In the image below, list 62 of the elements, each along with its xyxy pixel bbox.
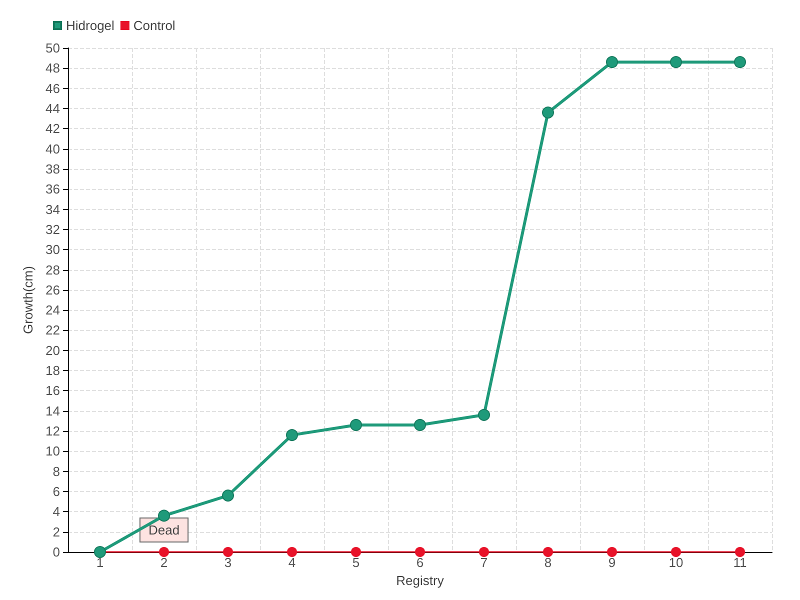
y-tick-label: 38 <box>46 161 60 176</box>
x-tick-label: 2 <box>160 555 168 570</box>
point <box>670 56 682 68</box>
point <box>351 547 361 557</box>
y-tick-label: 2 <box>52 524 60 540</box>
y-tick-label: 50 <box>46 40 60 56</box>
y-axis-title: Growth(cm) <box>20 266 36 334</box>
point <box>606 56 618 68</box>
y-tick-label: 30 <box>46 242 60 258</box>
y-tick-label: 24 <box>46 302 60 318</box>
x-tick-label: 5 <box>352 555 360 570</box>
point <box>350 418 362 431</box>
y-tick-label: 42 <box>46 121 60 136</box>
point <box>159 547 169 557</box>
legend-label: Control <box>133 18 176 33</box>
x-tick-label: 6 <box>416 555 424 570</box>
y-tick-label: 8 <box>52 464 60 479</box>
y-tick-label: 26 <box>46 282 60 298</box>
y-tick-label: 28 <box>46 262 60 278</box>
point <box>543 547 553 557</box>
y-tick-label: 32 <box>46 222 60 237</box>
point <box>734 56 746 68</box>
point <box>478 408 490 421</box>
y-tick-label: 14 <box>46 403 60 418</box>
y-tick-label: 36 <box>46 182 60 197</box>
y-tick-label: 40 <box>46 141 60 156</box>
x-tick-label: 4 <box>288 555 296 570</box>
point <box>415 547 425 557</box>
y-tick-label: 16 <box>46 383 60 398</box>
x-axis-title: Registry <box>396 572 444 588</box>
point <box>414 418 426 431</box>
point <box>735 547 745 557</box>
point <box>671 547 681 557</box>
y-tick-label: 18 <box>46 363 60 378</box>
x-tick-label: 9 <box>608 555 616 570</box>
point <box>479 547 489 557</box>
y-tick-label: 22 <box>46 322 60 338</box>
point <box>542 106 554 119</box>
annotation: Dead <box>148 522 180 538</box>
point <box>158 510 170 522</box>
point <box>222 490 234 502</box>
y-tick-label: 48 <box>46 60 60 76</box>
x-tick-label: 3 <box>224 555 232 570</box>
x-tick-label: 1 <box>96 555 104 570</box>
y-tick-label: 20 <box>46 342 60 358</box>
y-tick-label: 10 <box>46 444 60 459</box>
legend-label: Hidrogel <box>66 18 115 33</box>
x-tick-label: 8 <box>544 555 552 570</box>
point <box>286 429 298 442</box>
x-tick-label: 10 <box>668 555 684 570</box>
point <box>223 547 233 557</box>
point <box>287 547 297 557</box>
x-tick-label: 11 <box>733 555 747 570</box>
y-tick-label: 44 <box>46 100 60 116</box>
y-tick-label: 4 <box>52 504 60 520</box>
y-tick-label: 46 <box>46 80 60 96</box>
x-tick-label: 7 <box>480 555 488 570</box>
point <box>607 547 617 557</box>
y-tick-label: 0 <box>52 544 60 560</box>
y-tick-label: 12 <box>46 424 60 439</box>
y-tick-label: 34 <box>46 202 60 217</box>
y-tick-label: 6 <box>52 484 60 500</box>
